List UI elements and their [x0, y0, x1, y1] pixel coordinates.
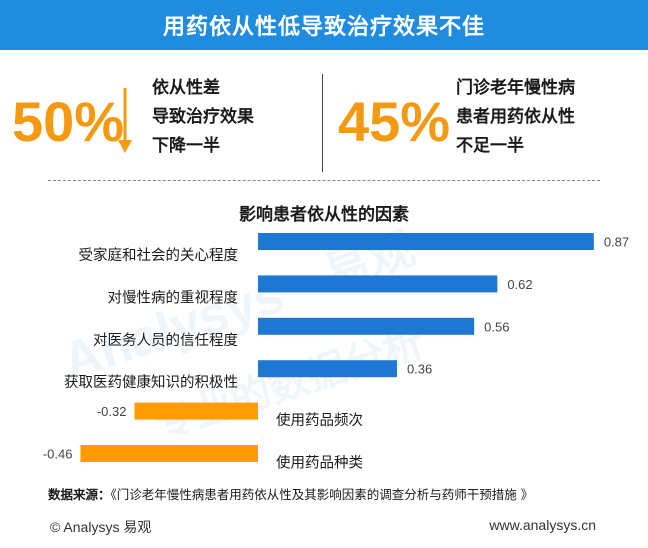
value-label-2: 0.56 [484, 319, 509, 334]
value-label-3: 0.36 [407, 362, 432, 377]
stat-value-1: 50% [12, 90, 125, 153]
stat-1-line-2: 导致治疗效果 [152, 107, 254, 127]
bar-4 [134, 402, 258, 420]
footer-brand: © Analysys 易观 [50, 519, 152, 535]
bar-5 [80, 445, 258, 462]
category-label-0: 受家庭和社会的关心程度 [79, 247, 239, 264]
stat-1-line-3: 下降一半 [152, 136, 220, 156]
category-label-5: 使用药品种类 [276, 455, 363, 472]
down-arrow-icon [118, 88, 132, 153]
page-title: 用药依从性低导致治疗效果不佳 [162, 15, 485, 40]
category-label-4: 使用药品频次 [276, 412, 363, 429]
value-label-0: 0.87 [604, 235, 629, 250]
source-text: 《门诊老年慢性病患者用药依从性及其影响因素的调查分析与药师干预措施 》 [110, 487, 534, 502]
stat-1-line-1: 依从性差 [152, 78, 220, 98]
value-label-1: 0.62 [507, 277, 532, 292]
section-divider [48, 180, 600, 181]
stat-text-1: 依从性差 导致治疗效果 下降一半 [152, 74, 254, 161]
page-header: 用药依从性低导致治疗效果不佳 [0, 0, 648, 50]
bar-0 [258, 233, 594, 250]
bar-2 [258, 317, 475, 335]
value-label-4: -0.32 [97, 404, 127, 419]
stat-2-line-1: 门诊老年慢性病 [456, 78, 575, 98]
stat-value-2: 45% [338, 90, 451, 153]
source-label: 数据来源： [48, 487, 111, 502]
data-source: 数据来源：《门诊老年慢性病患者用药依从性及其影响因素的调查分析与药师干预措施 》 [48, 484, 533, 503]
bar-3 [258, 360, 397, 378]
category-label-1: 对慢性病的重视程度 [108, 289, 239, 306]
stat-2-line-3: 不足一半 [456, 136, 524, 156]
stat-2-line-2: 患者用药依从性 [456, 107, 575, 127]
category-label-2: 对医务人员的信任程度 [93, 332, 238, 349]
footer-url[interactable]: www.analysys.cn [489, 517, 596, 533]
bar-1 [258, 275, 498, 293]
category-label-3: 获取医药健康知识的积极性 [64, 374, 238, 391]
value-label-5: -0.46 [43, 447, 73, 462]
stat-text-2: 门诊老年慢性病 患者用药依从性 不足一半 [456, 74, 575, 161]
chart-title: 影响患者依从性的因素 [239, 205, 409, 225]
stats-divider [322, 74, 323, 172]
